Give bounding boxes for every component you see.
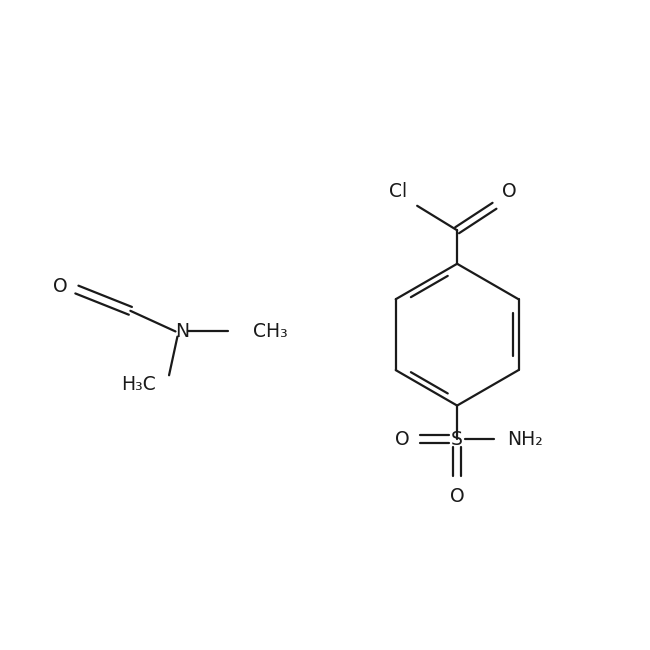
Text: NH₂: NH₂ <box>507 430 543 448</box>
Text: O: O <box>450 487 464 506</box>
Text: Cl: Cl <box>389 182 408 202</box>
Text: O: O <box>395 430 410 448</box>
Text: O: O <box>502 182 517 202</box>
Text: H₃C: H₃C <box>122 376 156 395</box>
Text: O: O <box>53 277 67 296</box>
Text: S: S <box>451 430 463 448</box>
Text: CH₃: CH₃ <box>253 322 287 341</box>
Text: N: N <box>175 322 189 341</box>
